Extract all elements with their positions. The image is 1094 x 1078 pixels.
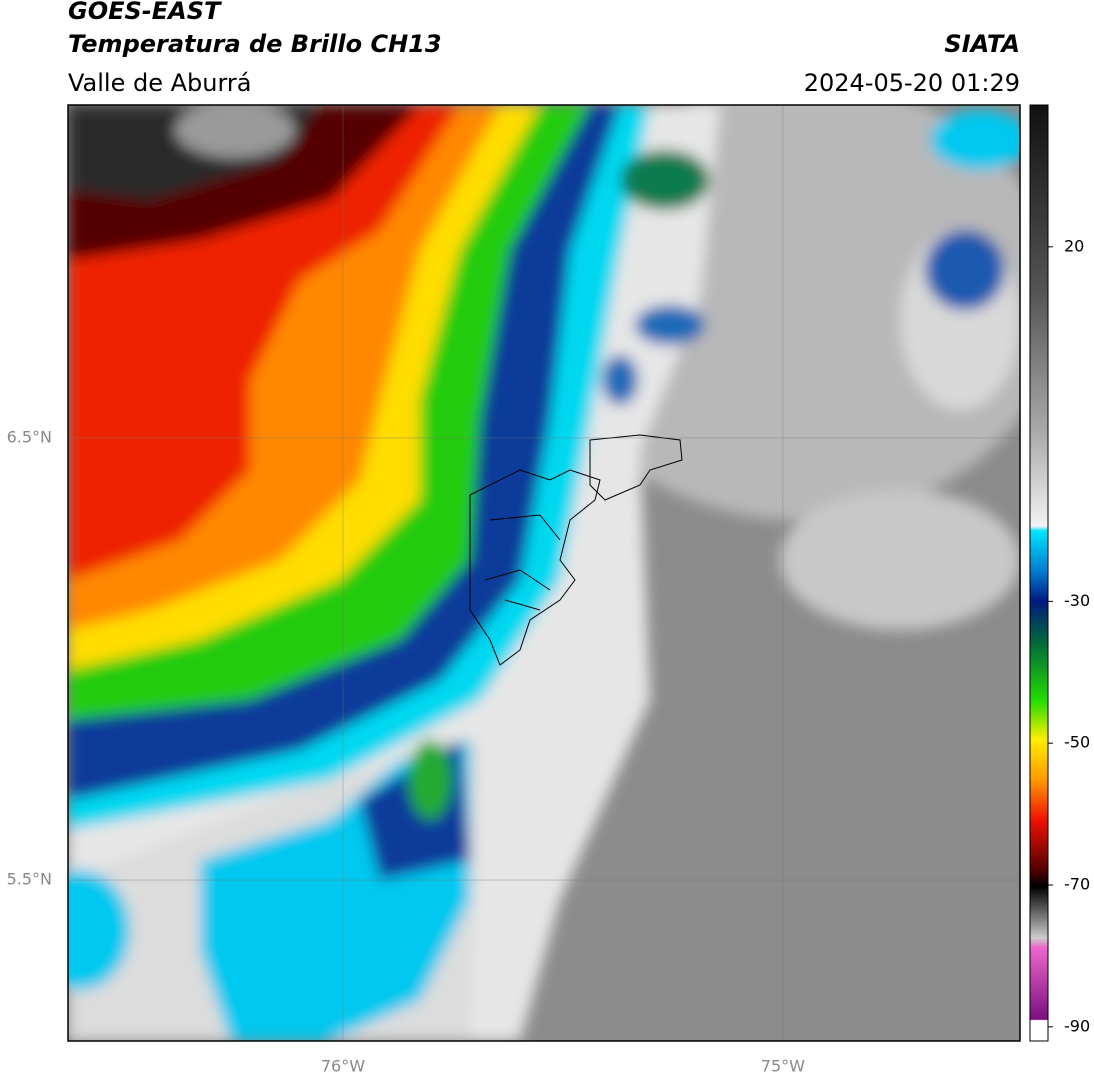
colorbar-label: -70 [1064, 875, 1090, 894]
colorbar-label: 20 [1064, 236, 1084, 255]
lat-label: 5.5°N [7, 870, 52, 889]
satellite-image [68, 105, 1020, 1041]
map-frame [67, 104, 1021, 1042]
source: SIATA [944, 30, 1020, 58]
colorbar-label: -50 [1064, 733, 1090, 752]
lon-label: 76°W [321, 1057, 365, 1076]
lat-label: 6.5°N [7, 427, 52, 446]
graticule [68, 105, 1020, 1041]
lon-label: 75°W [761, 1057, 805, 1076]
title: GOES-EAST [68, 0, 222, 25]
datetime: 2024-05-20 01:29 [804, 69, 1020, 97]
subtitle: Temperatura de Brillo CH13 [68, 30, 442, 58]
colorbar [1029, 104, 1049, 1042]
municipal-boundaries [469, 434, 683, 666]
region: Valle de Aburrá [68, 69, 252, 97]
colorbar-label: -90 [1064, 1016, 1090, 1035]
colorbar-label: -30 [1064, 591, 1090, 610]
